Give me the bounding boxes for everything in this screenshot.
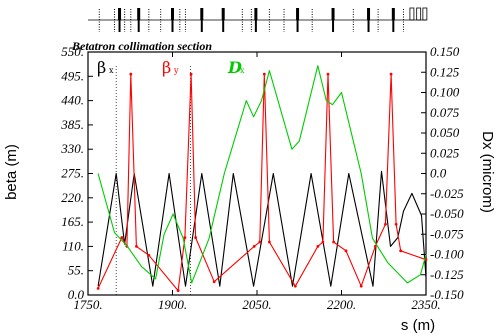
series-beta_y-point-21 [359,284,363,288]
series-beta_y-point-7 [183,236,187,239]
section-title: Betatron collimation section [71,39,212,53]
x-tick-label-3: 2200. [327,297,356,312]
legend-item-sub-0: x [109,66,114,75]
series-beta_y-point-18 [326,72,330,76]
series-beta_y-point-13 [262,72,266,76]
y-left-tick-label-7: 385. [60,117,84,132]
y-right-tick-label-1: -0.125 [430,267,464,282]
lattice-element-15 [254,8,258,20]
y-left-tick-label-4: 220. [61,190,84,205]
lattice-element-28 [422,7,428,21]
lattice-element-22 [367,8,371,20]
x-axis-label: s (m) [401,317,435,334]
y-right-tick-label-9: 0.075 [430,105,460,120]
series-beta_y-point-24 [389,72,393,76]
y-right-tick-label-4: -0.050 [430,206,464,221]
y-axis-label-right: Dx (microm) [479,131,496,213]
y-left-tick-label-10: 550. [61,44,84,59]
y-right-tick-label-12: 0.150 [430,44,460,59]
series-beta_y-point-25 [394,222,398,226]
lattice-element-lower-2 [118,20,121,32]
lattice-element-5 [137,8,141,20]
x-tick-label-4: 2350. [411,297,440,312]
series-beta_y-point-10 [212,280,216,284]
y-left-tick-label-9: 495. [61,68,84,83]
y-right-tick-label-0: -0.150 [430,287,464,302]
series-beta_y-point-17 [321,240,325,244]
y-right-tick-label-5: -0.025 [430,186,464,201]
legend-item-1: β [162,58,171,77]
series-beta_y-point-8 [189,72,193,76]
y-left-tick-label-5: 275. [61,166,84,181]
series-beta_y-point-19 [332,240,336,244]
lattice-element-lower-22 [367,20,370,32]
y-right-tick-label-7: 0.025 [430,145,460,160]
series-beta_y-point-9 [194,236,197,239]
legend-item-2: D [227,58,242,77]
legend: β x β y Dx [97,58,245,77]
series-beta_y-point-20 [344,249,348,253]
series-beta_y-point-3 [129,72,133,76]
lattice-element-8 [171,8,174,20]
lattice-strip [88,7,428,32]
series-beta_y-point-5 [147,253,151,257]
series-beta_y-point-12 [258,240,262,244]
series-beta_y-point-6 [176,289,180,292]
legend-item-sub-2: x [240,66,245,75]
lattice-element-lower-11 [200,20,203,32]
series-beta_y-point-1 [120,236,124,239]
series-beta_y-point-16 [316,245,320,248]
lattice-element-lower-12 [222,20,225,32]
series-beta_y-point-26 [399,249,403,253]
series-beta_y-point-0 [96,286,100,290]
y-left-tick-label-8: 440. [61,93,84,108]
y-right-tick-label-2: -0.100 [430,247,464,262]
ticks-layer: 1750. 1900. 2050. 2200. 2350. 0.0 55. 110. 165. 2… [60,44,464,312]
lattice-element-18 [296,8,300,20]
y-right-tick-label-11: 0.125 [430,64,460,79]
x-tick-label-2: 2050. [242,297,271,312]
y-left-tick-label-1: 55. [68,263,84,278]
y-left-tick-label-3: 165. [61,214,84,229]
lattice-element-2 [118,8,122,20]
y-left-tick-label-6: 330. [60,141,84,156]
lattice-element-24 [391,8,395,20]
y-right-tick-label-10: 0.100 [430,85,460,100]
lattice-element-lower-20 [332,20,335,32]
x-tick-label-0: 1750. [73,297,102,312]
series-beta_y-point-14 [267,240,271,244]
series-beta_y-point-11 [252,245,256,248]
series-beta_y-point-23 [384,222,387,226]
y-axis-label-left: beta (m) [3,144,20,200]
y-left-tick-label-0: 0.0 [68,287,85,302]
lattice-element-lower-24 [392,20,395,32]
y-right-tick-label-8: 0.050 [430,125,460,140]
lattice-element-11 [200,8,204,20]
series-layer [96,65,428,292]
vertical-markers [115,66,191,295]
lattice-element-26 [409,7,415,21]
y-left-tick-label-2: 110. [62,238,84,253]
series-beta_y-point-22 [373,245,377,248]
y-right-tick-label-3: -0.075 [430,226,464,241]
lattice-element-lower-8 [171,20,174,32]
lattice-element-12 [221,8,225,20]
series-beta_x [97,170,427,287]
lattice-element-lower-15 [254,20,257,32]
series-beta_y-point-15 [293,284,297,288]
series-beta_y [97,73,427,292]
lattice-element-20 [331,8,335,20]
lattice-element-27 [416,7,422,21]
x-tick-label-1: 1900. [158,297,187,312]
y-right-tick-label-6: 0.0 [430,166,447,181]
lattice-element-lower-5 [137,20,140,32]
series-Dx [97,65,427,284]
legend-item-0: β [97,58,106,77]
legend-item-sub-1: y [173,66,179,75]
lattice-element-lower-18 [296,20,299,32]
series-beta_y-point-4 [135,245,138,248]
